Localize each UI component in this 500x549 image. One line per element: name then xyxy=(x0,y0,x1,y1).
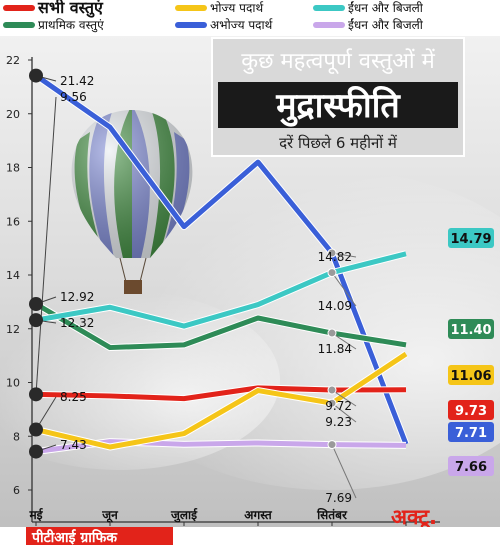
end-value-badge xyxy=(448,400,494,420)
series-line xyxy=(35,251,407,329)
series-line xyxy=(35,385,407,402)
x-tick-label: मई xyxy=(28,508,43,522)
y-tick-label: 20 xyxy=(6,108,20,121)
legend-label: अभोज्य पदार्थ xyxy=(210,18,273,32)
chart-subtitle: दरें पिछले 6 महीनों में xyxy=(279,134,398,152)
data-point-marker xyxy=(29,422,43,437)
series-line xyxy=(35,351,408,450)
data-labels: 9.56 9.72 9.73 12.92 11.84 11.40 8.25 9.23 11.06… xyxy=(60,74,494,505)
legend-label: प्राथमिक वस्तुएं xyxy=(38,18,104,33)
data-label: 9.56 xyxy=(60,90,87,104)
data-point-marker xyxy=(327,440,337,450)
end-value-badge xyxy=(448,319,494,339)
chart-title: मुद्रास्फीति xyxy=(275,85,401,127)
source-banner: पीटीआई ग्राफिक xyxy=(0,527,500,549)
y-tick-label: 16 xyxy=(6,215,20,228)
series-line xyxy=(34,301,407,351)
data-label: 21.42 xyxy=(60,74,94,88)
data-label: 14.82 xyxy=(318,250,352,264)
y-tick-label: 12 xyxy=(6,323,20,336)
end-value-label: 11.06 xyxy=(450,369,491,384)
data-label: 9.23 xyxy=(325,415,352,429)
end-value-badge xyxy=(448,456,494,476)
label-leader-line xyxy=(331,389,357,407)
data-point-marker xyxy=(29,297,43,312)
label-leader-line xyxy=(331,272,357,307)
legend-label: ईंधन और बिजली xyxy=(348,18,424,32)
data-label: 12.32 xyxy=(60,316,94,330)
end-value-label: 7.66 xyxy=(455,460,487,475)
y-tick-label: 18 xyxy=(6,162,20,175)
label-leader-line xyxy=(331,402,357,423)
y-tick-label: 6 xyxy=(13,484,20,497)
data-point-marker xyxy=(29,444,43,459)
x-tick-label: सितंबर xyxy=(316,508,348,522)
label-leader-line xyxy=(35,96,57,395)
data-point-marker xyxy=(327,248,337,258)
end-value-badge xyxy=(448,422,494,442)
x-axis-ticks: मई जून जुलाई अगस्त सितंबर अक्टू. xyxy=(28,505,437,531)
y-tick-label: 22 xyxy=(6,54,20,67)
data-label: 7.43 xyxy=(60,438,87,452)
legend-label: ईंधन और बिजली xyxy=(348,1,424,15)
data-label: 7.69 xyxy=(325,491,352,505)
legend-label: भोज्य पदार्थ xyxy=(210,1,264,15)
data-label: 8.25 xyxy=(60,390,87,404)
end-value-label: 14.79 xyxy=(450,232,491,247)
end-value-label: 11.40 xyxy=(450,323,491,338)
data-point-marker xyxy=(327,385,337,395)
x-tick-label: अगस्त xyxy=(244,508,273,522)
chart-supertitle: कुछ महत्वपूर्ण वस्तुओं में xyxy=(241,48,435,75)
title-box: कुछ महत्वपूर्ण वस्तुओं में मुद्रास्फीति … xyxy=(211,37,465,157)
series-line xyxy=(34,73,409,445)
data-label: 11.84 xyxy=(318,342,352,356)
data-markers xyxy=(29,68,337,459)
data-label: 12.92 xyxy=(60,290,94,304)
y-tick-label: 8 xyxy=(13,430,20,443)
series-lines xyxy=(33,72,410,456)
y-axis-ticks: 6 8 10 12 14 16 18 20 22 xyxy=(6,54,32,497)
data-point-marker xyxy=(327,268,337,278)
y-tick-label: 10 xyxy=(6,377,20,390)
legend-label: सभी वस्तुएं xyxy=(37,0,104,18)
y-tick-label: 14 xyxy=(6,269,20,282)
label-leader-line xyxy=(331,332,357,350)
x-tick-label: जून xyxy=(101,508,119,523)
data-label: 9.72 xyxy=(325,399,352,413)
data-point-marker xyxy=(29,313,43,328)
data-label: 14.09 xyxy=(318,299,352,313)
source-label: पीटीआई ग्राफिक xyxy=(31,529,118,546)
end-value-label: 9.73 xyxy=(455,404,487,419)
label-leader-line xyxy=(331,444,357,499)
end-value-badge xyxy=(448,228,494,248)
legend: सभी वस्तुएंप्राथमिक वस्तुएं भोज्य पदार्थ अ… xyxy=(0,0,500,36)
data-point-marker xyxy=(327,328,337,338)
data-point-marker xyxy=(29,68,43,83)
data-point-marker xyxy=(327,398,337,408)
end-value-label: 7.71 xyxy=(455,426,487,441)
x-tick-label: अक्टू. xyxy=(391,505,437,531)
data-point-marker xyxy=(29,387,43,402)
x-tick-label: जुलाई xyxy=(170,508,198,523)
end-value-badge xyxy=(448,365,494,385)
